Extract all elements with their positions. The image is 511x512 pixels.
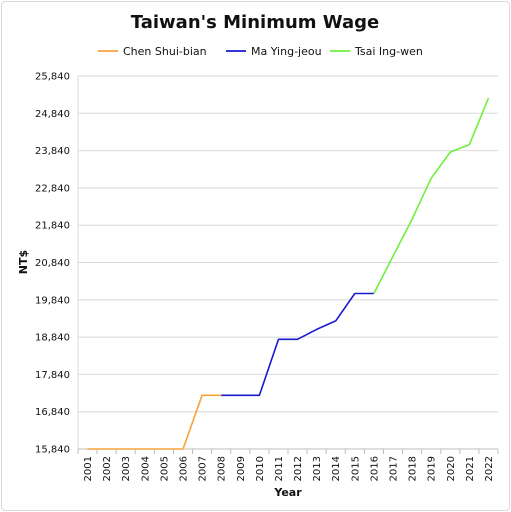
series-lines bbox=[87, 97, 490, 450]
x-tick-label: 2021 bbox=[465, 456, 476, 481]
x-tick-label: 2017 bbox=[389, 456, 400, 481]
x-tick-label: 2009 bbox=[236, 456, 247, 481]
y-tick-label: 20,840 bbox=[35, 258, 70, 269]
x-tick-label: 2012 bbox=[293, 456, 304, 481]
y-axis-label: NT$ bbox=[17, 250, 30, 274]
x-tick-label: 2014 bbox=[331, 456, 342, 481]
x-tick-label: 2001 bbox=[83, 456, 94, 481]
legend-label: Ma Ying-jeou bbox=[251, 45, 322, 58]
x-tick-label: 2002 bbox=[102, 456, 113, 481]
y-tick-label: 21,840 bbox=[35, 221, 70, 232]
series-line bbox=[373, 97, 490, 294]
y-axis-ticks: 15,840 16,840 17,840 18,840 19,840 20,840 21,8… bbox=[35, 72, 70, 456]
x-tick-label: 2008 bbox=[217, 456, 228, 481]
series-line bbox=[221, 292, 374, 397]
x-tick-label: 2018 bbox=[408, 456, 419, 481]
x-tick-label: 2016 bbox=[369, 456, 380, 481]
x-tick-label: 2020 bbox=[446, 456, 457, 481]
y-tick-label: 24,840 bbox=[35, 109, 70, 120]
y-tick-label: 23,840 bbox=[35, 146, 70, 157]
chart-title: Taiwan's Minimum Wage bbox=[131, 12, 379, 33]
legend-label: Chen Shui-bian bbox=[123, 45, 207, 58]
y-tick-label: 22,840 bbox=[35, 183, 70, 194]
y-tick-label: 16,840 bbox=[35, 407, 70, 418]
x-tick-label: 2003 bbox=[121, 456, 132, 481]
x-tick-label: 2006 bbox=[179, 456, 190, 481]
series-line bbox=[87, 394, 222, 450]
x-tick-label: 2011 bbox=[274, 456, 285, 481]
y-tick-label: 17,840 bbox=[35, 370, 70, 381]
x-tick-label: 2005 bbox=[159, 456, 170, 481]
x-tick-label: 2007 bbox=[198, 456, 209, 481]
x-tick-label: 2015 bbox=[350, 456, 361, 481]
gridlines bbox=[77, 75, 498, 450]
x-tick-label: 2022 bbox=[484, 456, 495, 481]
y-tick-label: 18,840 bbox=[35, 333, 70, 344]
y-tick-label: 15,840 bbox=[35, 445, 70, 456]
legend-label: Tsai Ing-wen bbox=[354, 45, 423, 58]
y-tick-label: 25,840 bbox=[35, 72, 70, 83]
x-tick-label: 2013 bbox=[312, 456, 323, 481]
x-axis-ticks: 2001 2002 2003 2004 2005 2006 2007 2008 2009 2010… bbox=[77, 449, 499, 481]
x-axis-label: Year bbox=[273, 486, 302, 499]
x-tick-label: 2004 bbox=[140, 456, 151, 481]
legend: Chen Shui-bian Ma Ying-jeou Tsai Ing-wen bbox=[98, 45, 423, 58]
y-tick-label: 19,840 bbox=[35, 295, 70, 306]
x-tick-label: 2019 bbox=[427, 456, 438, 481]
x-tick-label: 2010 bbox=[255, 456, 266, 481]
